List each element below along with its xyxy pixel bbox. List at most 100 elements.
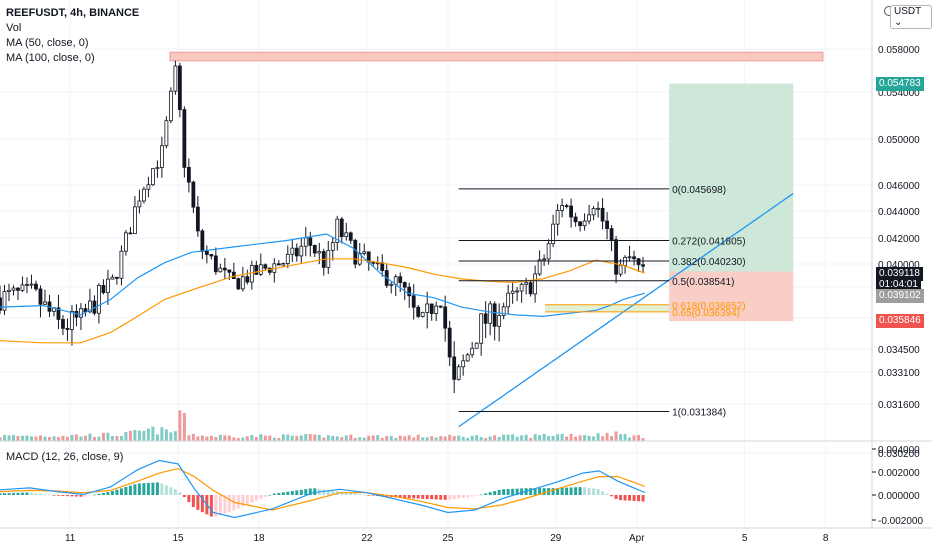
candle-body [519,283,524,292]
macd-histogram-bar [322,489,326,495]
ma100-line[interactable] [0,258,646,344]
macd-histogram-bar [556,488,560,495]
candle-body [173,65,178,92]
macd-histogram-bar [196,495,200,510]
macd-histogram-bar [461,495,465,498]
trendline[interactable] [458,192,794,428]
volume-bar [259,434,263,441]
volume-bar [155,434,159,441]
price-tag: 0.039102 [876,289,924,304]
volume-bar [596,433,600,441]
macd-histogram-bar [398,495,402,498]
candle-body [290,247,295,255]
macd-histogram-bar [151,482,155,495]
candle-body [159,145,164,168]
volume-bar [128,430,132,441]
macd-histogram-bar [218,495,222,515]
macd-histogram-bar [101,492,105,495]
volume-bar [79,436,83,441]
resistance-zone[interactable] [169,51,824,62]
ma50-legend[interactable]: MA (50, close, 0) [6,37,89,49]
volume-bar [502,434,506,441]
volume-bar [331,435,335,441]
symbol-title[interactable]: REEFUSDT, 4h, BINANCE [6,7,140,19]
volume-bar [191,433,195,441]
candle-body [177,65,182,111]
macd-line[interactable] [0,459,646,519]
candle-body [339,218,344,237]
volume-bar [547,436,551,441]
volume-bar [358,437,362,441]
volume-bar [484,438,488,441]
macd-histogram-bar [542,488,546,495]
fib-level-label: 1(0.031384) [672,408,726,419]
volume-bar [421,437,425,441]
macd-histogram-bar [38,493,42,495]
volume-bar [34,436,38,441]
volume-bar [101,432,105,441]
volume-bar [367,435,371,441]
volume-bar [439,436,443,441]
fibonacci-retracement[interactable]: 0(0.045698) 0.272(0.041805) 0.382(0.040230… [458,185,746,419]
macd-histogram-bar [29,492,33,495]
volume-bar [29,436,33,441]
volume-bar [322,437,326,441]
macd-histogram-bar [146,482,150,495]
volume-bar [7,435,11,441]
volume-bar [389,435,393,441]
volume-bar [371,435,375,441]
volume-bar [569,433,573,441]
candle-body [115,276,119,279]
macd-histogram-bar [160,483,164,495]
volume-bar [290,435,294,441]
volume-bar [641,438,645,441]
volume-bar [425,437,429,441]
candle-body [506,292,511,308]
volume-bar [245,436,249,441]
candle-body [456,366,461,380]
candle-body [425,303,430,313]
candle-body [461,360,466,368]
volume-legend[interactable]: Vol [6,22,22,34]
long-position-loss-zone[interactable] [669,271,794,322]
fib-level-label: 0.272(0.041805) [672,237,745,248]
macd-histogram-bar [0,493,2,495]
candle-body [227,269,232,273]
ma100-legend[interactable]: MA (100, close, 0) [6,52,95,64]
volume-bar [610,436,614,441]
volume-bar [335,436,339,441]
candle-body [537,259,542,275]
price-tag: 01:04:01 [876,277,921,292]
volume-bar [466,437,470,441]
candle-body [29,283,34,286]
macd-histogram-bar [466,495,470,498]
macd-histogram-bar [223,495,227,514]
long-position-profit-zone[interactable] [669,83,794,272]
macd-title[interactable]: MACD (12, 26, close, 9) [6,451,124,463]
currency-selector[interactable]: USDT ⌄ [890,5,932,29]
macd-histogram-bar [416,495,420,499]
macd-histogram-bar [110,491,114,495]
macd-histogram-bar [497,489,501,495]
macd-histogram-bar [632,495,636,501]
macd-histogram-bar [574,487,578,495]
candle-body [609,228,614,241]
candle-body [70,311,74,330]
volume-bar [412,437,416,441]
candle-body [533,273,538,295]
macd-histogram-bar [295,490,299,495]
candle-body [335,218,340,243]
macd-histogram-bar [155,482,159,495]
candle-body [222,267,227,271]
candle-body [209,254,214,257]
volume-bar [56,437,60,441]
candle-body [106,278,110,294]
price-tick-label: 0.046000 [878,181,920,192]
candle-body [492,303,497,327]
macd-signal-line[interactable] [0,467,646,511]
macd-histogram-bar [277,492,281,495]
macd-histogram-bar [479,494,483,496]
candle-body [353,239,358,265]
